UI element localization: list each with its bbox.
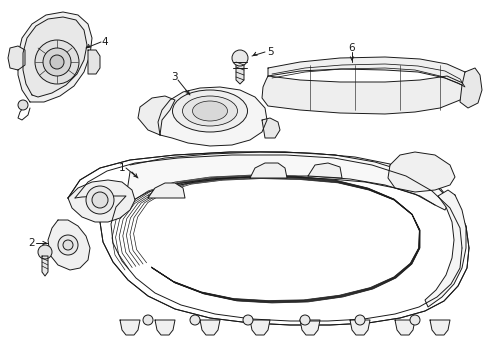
Polygon shape <box>42 256 48 276</box>
Circle shape <box>355 315 365 325</box>
Polygon shape <box>250 163 287 178</box>
Polygon shape <box>262 118 280 138</box>
Circle shape <box>243 315 253 325</box>
Polygon shape <box>460 68 482 108</box>
Circle shape <box>58 235 78 255</box>
Circle shape <box>232 50 248 66</box>
Text: 3: 3 <box>171 72 177 82</box>
Polygon shape <box>148 183 185 198</box>
Polygon shape <box>308 163 342 178</box>
Polygon shape <box>430 320 450 335</box>
Circle shape <box>190 315 200 325</box>
Polygon shape <box>23 17 87 97</box>
Circle shape <box>92 192 108 208</box>
Ellipse shape <box>182 96 238 126</box>
Polygon shape <box>262 76 468 114</box>
Polygon shape <box>395 320 415 335</box>
Circle shape <box>63 240 73 250</box>
Polygon shape <box>388 152 455 192</box>
Circle shape <box>410 315 420 325</box>
Polygon shape <box>68 180 135 222</box>
Circle shape <box>43 48 71 76</box>
Ellipse shape <box>193 101 227 121</box>
Polygon shape <box>200 320 220 335</box>
Polygon shape <box>300 320 320 335</box>
Polygon shape <box>236 60 244 84</box>
Ellipse shape <box>172 90 247 132</box>
Polygon shape <box>250 320 270 335</box>
Circle shape <box>300 315 310 325</box>
Text: 6: 6 <box>349 43 355 53</box>
Circle shape <box>38 245 52 259</box>
Polygon shape <box>48 220 90 270</box>
Polygon shape <box>425 190 466 307</box>
Polygon shape <box>155 320 175 335</box>
Polygon shape <box>138 96 175 135</box>
Circle shape <box>35 40 79 84</box>
Circle shape <box>50 55 64 69</box>
Polygon shape <box>268 57 472 90</box>
Polygon shape <box>125 152 450 210</box>
Circle shape <box>86 186 114 214</box>
Text: 2: 2 <box>29 238 35 248</box>
Polygon shape <box>18 12 92 102</box>
Text: 5: 5 <box>267 47 273 57</box>
Polygon shape <box>158 87 267 146</box>
Polygon shape <box>68 152 469 325</box>
Text: 4: 4 <box>102 37 108 47</box>
Polygon shape <box>88 50 100 74</box>
Text: 1: 1 <box>119 163 125 173</box>
Polygon shape <box>120 320 140 335</box>
Circle shape <box>18 100 28 110</box>
Circle shape <box>143 315 153 325</box>
Polygon shape <box>350 320 370 335</box>
Polygon shape <box>8 46 25 70</box>
